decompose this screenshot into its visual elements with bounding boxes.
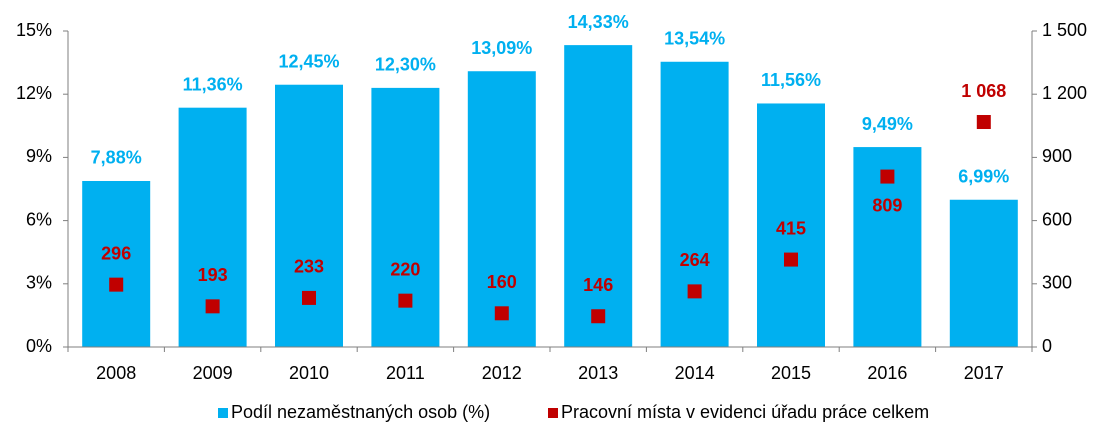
y-tick-label: 9% <box>26 146 52 166</box>
bar <box>82 180 151 347</box>
bar-value-label: 13,54% <box>664 29 725 49</box>
y2-tick-label: 300 <box>1042 273 1072 293</box>
bar <box>371 87 440 347</box>
point-value-label: 264 <box>680 250 710 270</box>
y-tick-label: 3% <box>26 273 52 293</box>
bar-value-label: 13,09% <box>471 38 532 58</box>
bar-value-label: 6,99% <box>958 166 1009 186</box>
legend-swatch <box>218 408 228 418</box>
bar <box>467 71 536 347</box>
point <box>687 284 702 299</box>
point <box>494 306 509 321</box>
bar <box>949 199 1018 347</box>
bar <box>275 84 343 347</box>
x-tick-label: 2013 <box>578 363 618 383</box>
x-tick-label: 2012 <box>482 363 522 383</box>
x-tick-label: 2008 <box>96 363 136 383</box>
x-tick-label: 2017 <box>964 363 1004 383</box>
x-tick-label: 2014 <box>675 363 715 383</box>
point <box>976 115 991 130</box>
y2-tick-label: 1 500 <box>1042 20 1087 40</box>
legend-swatch <box>548 408 558 418</box>
bar-value-label: 12,30% <box>375 55 436 75</box>
point <box>591 309 606 324</box>
y-tick-label: 6% <box>26 209 52 229</box>
x-tick-label: 2016 <box>867 363 907 383</box>
point-value-label: 809 <box>872 195 902 215</box>
x-tick-label: 2010 <box>289 363 329 383</box>
legend-label: Pracovní místa v evidenci úřadu práce ce… <box>561 402 929 422</box>
bar-value-label: 7,88% <box>91 148 142 168</box>
point-value-label: 233 <box>294 257 324 277</box>
bar <box>757 103 825 347</box>
bar-value-label: 11,36% <box>183 74 243 94</box>
point-value-label: 146 <box>583 275 613 295</box>
point <box>880 169 895 184</box>
x-tick-label: 2015 <box>771 363 811 383</box>
bar-value-label: 9,49% <box>862 114 913 134</box>
y-tick-label: 15% <box>16 20 52 40</box>
point <box>398 293 413 308</box>
point-value-label: 220 <box>390 259 420 279</box>
point <box>109 277 124 292</box>
point-value-label: 296 <box>101 243 131 263</box>
y2-tick-label: 600 <box>1042 209 1072 229</box>
bar-value-label: 11,56% <box>761 70 821 90</box>
point-value-label: 160 <box>487 272 517 292</box>
x-tick-label: 2009 <box>193 363 233 383</box>
bar <box>564 45 633 348</box>
point <box>784 252 798 267</box>
x-tick-label: 2011 <box>386 363 425 383</box>
point <box>205 299 220 314</box>
y2-tick-label: 0 <box>1042 336 1052 356</box>
legend-label: Podíl nezaměstnaných osob (%) <box>231 402 490 422</box>
y-tick-label: 12% <box>16 83 52 103</box>
bar-value-label: 12,45% <box>278 51 339 71</box>
point-value-label: 1 068 <box>961 81 1006 101</box>
point <box>302 290 316 305</box>
bar-value-label: 14,33% <box>568 12 629 32</box>
y2-tick-label: 1 200 <box>1042 83 1087 103</box>
point-value-label: 193 <box>198 265 228 285</box>
y2-tick-label: 900 <box>1042 146 1072 166</box>
y-tick-label: 0% <box>26 336 52 356</box>
bar <box>660 61 729 348</box>
point-value-label: 415 <box>776 218 806 238</box>
